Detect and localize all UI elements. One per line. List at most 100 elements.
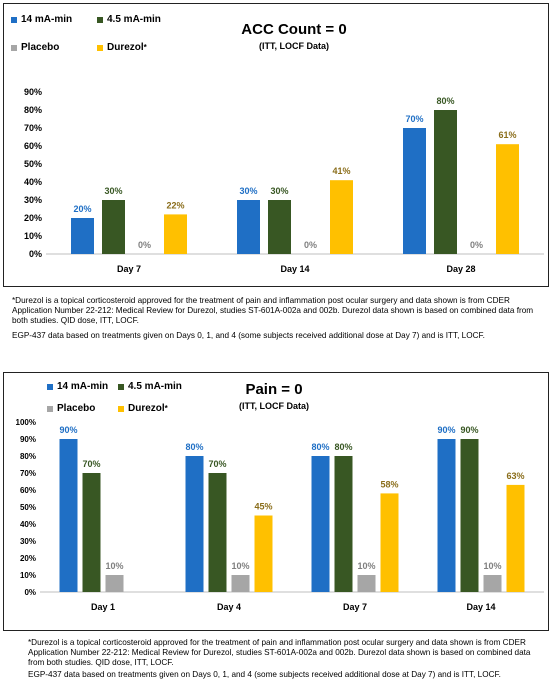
chart2-category-label: Day 7 <box>343 602 367 612</box>
chart2-data-label: 90% <box>59 425 77 435</box>
chart2-ytick-label: 70% <box>20 469 36 478</box>
chart2-data-label: 90% <box>460 425 478 435</box>
chart2-title: Pain = 0 <box>245 381 303 398</box>
chart2-bar <box>254 515 273 592</box>
legend-swatch-45ma <box>97 16 103 23</box>
legend-swatch-durezol <box>97 44 103 51</box>
legend2-item-14ma: 14 mA-min <box>47 381 108 392</box>
chart1-data-label: 70% <box>405 114 423 124</box>
chart1-title-block: ACC Count = 0 (ITT, LOCF Data) <box>204 21 384 51</box>
chart2-subtitle: (ITT, LOCF Data) <box>239 401 309 411</box>
chart2-bar <box>105 575 124 592</box>
pain-chart-panel: 14 mA-min 4.5 mA-min Placebo Durezol * Pa… <box>3 372 549 631</box>
chart2-ytick-label: 100% <box>16 418 36 427</box>
legend2-label-durezol: Durezol <box>128 403 165 414</box>
legend-item-durezol: Durezol * <box>97 42 147 53</box>
chart2-ytick-label: 20% <box>20 554 36 563</box>
chart1-ytick-label: 60% <box>24 141 42 151</box>
chart1-bar <box>496 144 519 254</box>
legend-item-45ma: 4.5 mA-min <box>97 14 161 25</box>
chart2-data-label: 10% <box>483 561 501 571</box>
chart2-bar <box>437 439 456 592</box>
chart2-data-label: 58% <box>380 479 398 489</box>
chart1-title: ACC Count = 0 <box>241 21 347 38</box>
chart1-data-label: 61% <box>498 130 516 140</box>
chart1-data-label: 80% <box>436 96 454 106</box>
chart2-bar <box>208 473 227 592</box>
legend-item-placebo: Placebo <box>11 42 59 53</box>
chart2-bar <box>357 575 376 592</box>
egp-note-1: EGP-437 data based on treatments given o… <box>12 331 485 340</box>
legend-label-durezol: Durezol <box>107 42 144 53</box>
notes-block-1: *Durezol is a topical corticosteroid app… <box>12 296 547 341</box>
legend-label-placebo: Placebo <box>21 42 60 53</box>
chart1-ytick-label: 0% <box>29 249 42 259</box>
chart1-category-label: Day 14 <box>280 264 309 274</box>
legend-item-14ma: 14 mA-min <box>11 14 72 25</box>
chart1-ytick-label: 80% <box>24 105 42 115</box>
chart2-category-label: Day 4 <box>217 602 241 612</box>
legend2-item-45ma: 4.5 mA-min <box>118 381 182 392</box>
chart1-bar <box>330 180 353 254</box>
chart2-ytick-label: 60% <box>20 486 36 495</box>
durezol2-asterisk: * <box>164 404 168 413</box>
chart1-ytick-label: 40% <box>24 177 42 187</box>
chart2-bar <box>311 456 330 592</box>
chart2-ytick-label: 80% <box>20 452 36 461</box>
chart1-bar <box>268 200 291 254</box>
chart1-bar <box>102 200 125 254</box>
chart2-data-label: 80% <box>334 442 352 452</box>
chart2-bar <box>334 456 353 592</box>
chart2-ytick-label: 10% <box>20 571 36 580</box>
chart2-bar <box>506 484 525 592</box>
chart2-ytick-label: 40% <box>20 520 36 529</box>
chart2-data-label: 63% <box>506 471 524 481</box>
chart1-subtitle: (ITT, LOCF Data) <box>259 41 329 51</box>
chart1-ytick-label: 70% <box>24 123 42 133</box>
chart1-bar <box>403 128 426 254</box>
chart1-ytick-label: 10% <box>24 231 42 241</box>
chart2-bar <box>380 493 399 592</box>
durezol-footnote-1: *Durezol is a topical corticosteroid app… <box>12 296 534 325</box>
chart1-ytick-label: 30% <box>24 195 42 205</box>
legend-swatch-placebo <box>11 44 17 51</box>
chart2-ytick-label: 30% <box>20 537 36 546</box>
chart2-bar <box>460 439 479 592</box>
chart1-bar <box>71 218 94 254</box>
chart1-data-label: 22% <box>166 200 184 210</box>
chart1-data-label: 30% <box>104 186 122 196</box>
legend-swatch-14ma <box>11 16 17 23</box>
chart2-data-label: 10% <box>105 561 123 571</box>
legend2-swatch-45ma <box>118 383 124 390</box>
chart2-bar <box>231 575 250 592</box>
legend2-swatch-14ma <box>47 383 53 390</box>
chart1-plot: 0% 10% 20% 30% 40% 50% 60% 70% 80% 90% 20% 30% 0% 22%… <box>24 87 544 274</box>
chart1-data-label: 0% <box>138 240 151 250</box>
chart1-category-label: Day 28 <box>446 264 475 274</box>
chart2-data-label: 70% <box>82 459 100 469</box>
chart2-plot: 0% 10% 20% 30% 40% 50% 60% 70% 80% 90% 100% 90% 70% 1… <box>16 418 544 612</box>
durezol-footnote-2: *Durezol is a topical corticosteroid app… <box>28 638 531 667</box>
chart2-ytick-label: 0% <box>24 588 36 597</box>
legend2-label-placebo: Placebo <box>57 403 96 414</box>
chart1-ytick-label: 20% <box>24 213 42 223</box>
chart2-category-label: Day 1 <box>91 602 115 612</box>
chart2-bar <box>59 439 78 592</box>
chart1-category-label: Day 7 <box>117 264 141 274</box>
legend2-item-placebo: Placebo <box>47 403 95 414</box>
chart1-bar <box>237 200 260 254</box>
chart2-title-block: Pain = 0 (ITT, LOCF Data) <box>204 381 344 411</box>
egp-note-2: EGP-437 data based on treatments given o… <box>28 670 501 679</box>
legend-label-14ma: 14 mA-min <box>21 14 73 25</box>
legend2-label-45ma: 4.5 mA-min <box>128 381 182 392</box>
chart1-bar <box>434 110 457 254</box>
chart2-data-label: 90% <box>437 425 455 435</box>
chart1-data-label: 30% <box>239 186 257 196</box>
chart1-ytick-label: 90% <box>24 87 42 97</box>
chart2-data-label: 45% <box>254 502 272 512</box>
chart2-category-label: Day 14 <box>466 602 495 612</box>
legend-label-45ma: 4.5 mA-min <box>107 14 161 25</box>
chart1-data-label: 30% <box>270 186 288 196</box>
legend2-swatch-placebo <box>47 405 53 412</box>
chart2-bar <box>82 473 101 592</box>
